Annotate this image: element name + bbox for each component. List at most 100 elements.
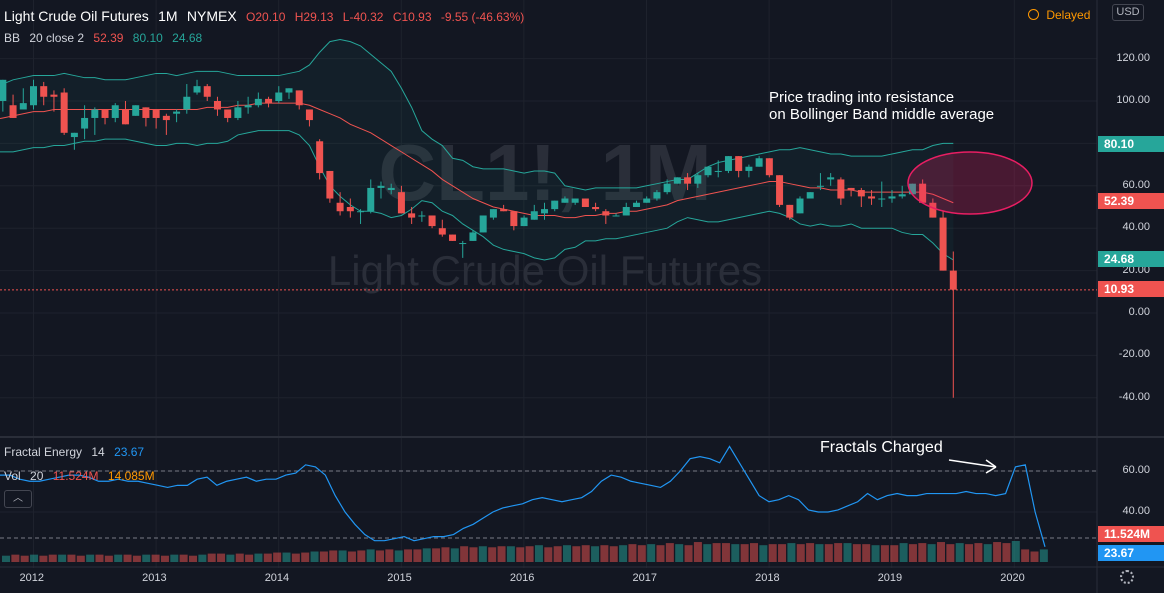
candle-body	[929, 202, 937, 218]
time-tick-label: 2013	[142, 572, 167, 584]
volume-bar	[1039, 549, 1048, 562]
candle-body	[254, 98, 262, 106]
bb-legend: BB 20 close 2 52.39 80.10 24.68	[4, 31, 208, 45]
candle-body	[908, 183, 916, 195]
volume-bar	[656, 545, 665, 562]
volume-bar	[731, 544, 740, 562]
vol-legend: Vol 20 11.524M 14.085M	[4, 469, 161, 483]
candle-body	[622, 207, 630, 216]
volume-bar	[254, 553, 263, 562]
ohlc-low: L-40.32	[342, 10, 384, 24]
volume-bar	[123, 554, 132, 562]
fe-value: 23.67	[114, 445, 145, 459]
volume-bar	[721, 543, 730, 562]
candle-body	[459, 243, 467, 245]
bb-params: 20 close 2	[29, 31, 85, 45]
price-tick-label: 0.00	[1128, 306, 1150, 318]
vol-v1: 11.524M	[52, 469, 99, 483]
volume-bar	[946, 544, 955, 562]
series-layer	[0, 39, 1097, 562]
bb-lower-value: 24.68	[172, 31, 203, 45]
volume-bar	[198, 554, 207, 562]
volume-bar	[834, 543, 843, 562]
fe-tick-label: 60.00	[1122, 464, 1150, 476]
currency-button[interactable]: USD	[1112, 4, 1144, 21]
candle-body	[132, 105, 140, 116]
candle-body	[632, 202, 640, 207]
candle-body	[265, 98, 273, 104]
volume-bar	[796, 544, 805, 562]
candle-body	[612, 215, 620, 217]
settings-button[interactable]	[1120, 570, 1136, 586]
candle-body	[19, 103, 27, 110]
volume-bar	[647, 544, 656, 562]
volume-bar	[703, 544, 712, 562]
candle-body	[816, 185, 824, 187]
volume-bar	[394, 550, 403, 562]
candle-body	[541, 209, 548, 214]
candle-body	[489, 209, 497, 218]
candle-body	[673, 177, 681, 184]
volume-bar	[357, 550, 366, 562]
candle-body	[694, 175, 702, 184]
ohlc-open: O20.10	[246, 10, 286, 24]
volume-bar	[179, 554, 188, 562]
volume-bar	[160, 555, 169, 562]
candle-body	[9, 105, 17, 118]
candle-body	[510, 211, 518, 227]
candle-body	[367, 187, 375, 212]
candle-body	[592, 207, 600, 210]
volume-bar	[263, 553, 272, 562]
candle-body	[827, 177, 835, 180]
delayed-status[interactable]: Delayed	[1028, 8, 1096, 22]
candle-body	[121, 109, 129, 125]
candle-body	[101, 109, 109, 118]
candle-body	[888, 196, 896, 199]
time-tick-label: 2019	[877, 572, 903, 584]
volume-bar	[86, 554, 95, 562]
volume-tag: 11.524M	[1098, 526, 1164, 542]
fe-name: Fractal Energy	[4, 445, 83, 459]
volume-bar	[478, 546, 487, 562]
candle-body	[387, 187, 395, 191]
candle-body	[295, 90, 303, 106]
candle-body	[857, 190, 865, 197]
candle-body	[796, 198, 804, 214]
volume-bar	[750, 543, 758, 562]
time-tick-label: 2020	[1000, 572, 1025, 584]
volume-bar	[665, 543, 674, 562]
volume-bar	[806, 543, 815, 562]
candle-body	[152, 109, 160, 118]
candle-body	[561, 198, 569, 203]
volume-bar	[441, 547, 450, 562]
arrow-head	[985, 459, 997, 474]
annotation-arrow	[948, 459, 997, 468]
volume-bar	[908, 544, 917, 562]
volume-bar	[712, 543, 721, 562]
gear-icon	[1120, 570, 1134, 584]
volume-bar	[58, 554, 67, 562]
volume-bar	[376, 550, 384, 562]
volume-bar	[824, 544, 833, 562]
bb-upper-value: 80.10	[132, 31, 163, 45]
volume-bar	[1011, 541, 1020, 562]
candle-body	[449, 234, 457, 241]
volume-bar	[740, 544, 749, 562]
volume-bar	[871, 545, 880, 562]
collapse-legend-button[interactable]: ︿	[4, 490, 32, 508]
candle-body	[551, 200, 559, 210]
volume-bar	[778, 544, 787, 562]
bb-name: BB	[4, 31, 21, 45]
volume-bar	[151, 554, 160, 562]
bb-lower-tag: 24.68	[1098, 251, 1164, 267]
volume-bar	[965, 544, 974, 562]
candle-body	[581, 198, 589, 207]
time-tick-label: 2012	[19, 572, 44, 584]
time-tick-label: 2014	[264, 572, 290, 584]
volume-bar	[95, 554, 104, 562]
candle-body	[520, 217, 528, 227]
ohlc-high: H29.13	[294, 10, 334, 24]
exchange: NYMEX	[186, 8, 237, 24]
bb-middle-tag: 52.39	[1098, 193, 1164, 209]
ohlc-close: C10.93	[392, 10, 432, 24]
